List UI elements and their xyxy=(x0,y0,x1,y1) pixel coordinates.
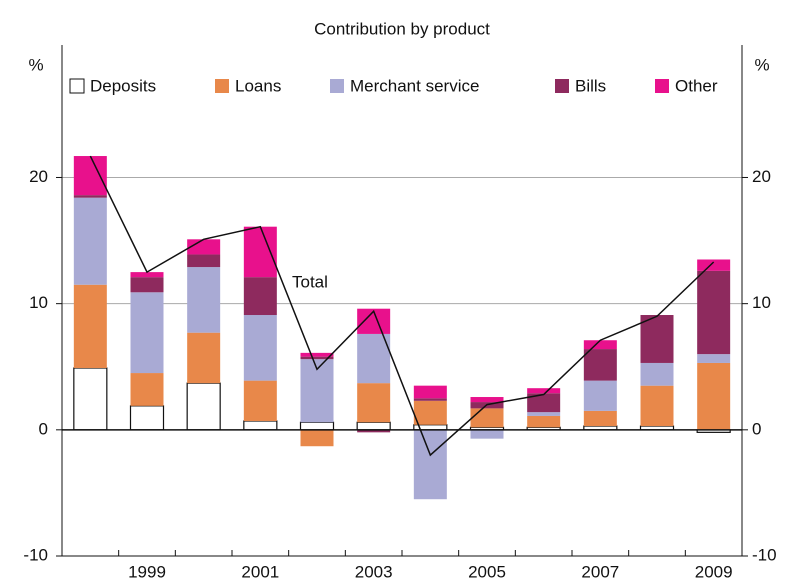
y-axis-label: % xyxy=(28,55,43,74)
legend-label: Bills xyxy=(575,76,606,95)
bar-segment xyxy=(130,277,164,293)
x-tick-label: 2003 xyxy=(355,562,393,581)
x-tick-label: 2005 xyxy=(468,562,506,581)
bar-segment xyxy=(243,277,277,316)
bar-segment xyxy=(300,356,334,360)
bar-segment xyxy=(243,315,277,381)
bar-segment xyxy=(356,421,391,431)
x-tick-label: 2001 xyxy=(241,562,279,581)
bar-segment xyxy=(243,380,277,421)
bar-segment xyxy=(300,429,334,447)
legend-label: Deposits xyxy=(90,76,156,95)
y2-tick-label: 0 xyxy=(752,419,761,438)
bar-segment xyxy=(413,385,447,399)
legend-swatch xyxy=(69,78,85,94)
bar-segment xyxy=(130,272,164,278)
bar-segment xyxy=(640,315,674,363)
bar-segment xyxy=(187,239,221,255)
y-tick-label: 20 xyxy=(29,167,48,186)
bar-segment xyxy=(73,284,107,369)
bar-segment xyxy=(697,362,731,430)
bar-segment xyxy=(299,421,335,431)
x-tick-label: 2007 xyxy=(581,562,619,581)
legend-swatch xyxy=(655,79,669,93)
x-tick-label: 1999 xyxy=(128,562,166,581)
bar-segment xyxy=(187,332,221,384)
bar-segment xyxy=(300,352,334,357)
bar-segment xyxy=(73,367,108,431)
bar-segment xyxy=(583,340,617,350)
legend-label: Merchant service xyxy=(350,76,479,95)
legend-swatch xyxy=(330,79,344,93)
bar-segment xyxy=(129,405,165,431)
bar-segment xyxy=(470,408,504,428)
bar-segment xyxy=(413,400,447,425)
x-tick-label: 2009 xyxy=(695,562,733,581)
y2-axis-label: % xyxy=(754,55,769,74)
bar-segment xyxy=(357,333,391,384)
y2-tick-label: 20 xyxy=(752,167,771,186)
chart-title: Contribution by product xyxy=(314,19,490,38)
bar-segment xyxy=(413,398,447,401)
bar-segment xyxy=(697,270,731,355)
bar-segment xyxy=(73,197,107,285)
bar-segment xyxy=(527,415,561,428)
y-tick-label: 0 xyxy=(39,419,48,438)
bar-segment xyxy=(130,292,164,374)
bar-segment xyxy=(357,429,391,433)
bar-segment xyxy=(470,397,504,403)
bar-segment xyxy=(527,388,561,394)
total-label: Total xyxy=(292,272,328,291)
total-line xyxy=(89,155,715,457)
bar-segment xyxy=(187,254,221,268)
bar-segment xyxy=(640,385,674,427)
legend-swatch xyxy=(555,79,569,93)
bar-segment xyxy=(187,267,221,333)
bar-segment xyxy=(527,412,561,416)
y-tick-label: 10 xyxy=(29,293,48,312)
bar-segment xyxy=(697,259,731,271)
bar-segment xyxy=(243,226,277,278)
legend-label: Other xyxy=(675,76,718,95)
bar-segment xyxy=(130,373,164,406)
bar-segment xyxy=(73,156,107,196)
bar-segment xyxy=(583,410,617,427)
bar-segment xyxy=(357,383,391,423)
bar-segment xyxy=(583,380,617,411)
y-tick-label: -10 xyxy=(23,545,48,564)
bar-segment xyxy=(413,429,447,500)
bar-segment xyxy=(470,429,504,439)
bar-segment xyxy=(640,362,674,386)
bar-segment xyxy=(243,420,278,431)
bar-segment xyxy=(527,393,561,413)
bar-segment xyxy=(73,195,107,198)
legend-swatch xyxy=(215,79,229,93)
y2-tick-label: 10 xyxy=(752,293,771,312)
y2-tick-label: -10 xyxy=(752,545,777,564)
bar-segment xyxy=(186,382,221,431)
bar-segment xyxy=(583,349,617,381)
bar-segment xyxy=(697,354,731,363)
legend-label: Loans xyxy=(235,76,281,95)
